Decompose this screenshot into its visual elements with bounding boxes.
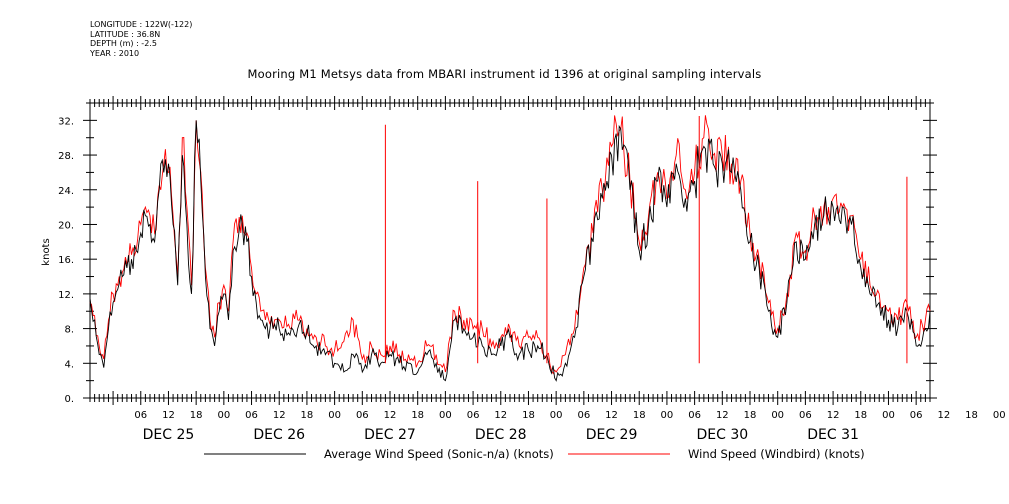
x-day-label: DEC 31 <box>807 427 859 443</box>
meta-year: YEAR : 2010 <box>90 48 140 58</box>
meta-depth: DEPTH (m) : -2.5 <box>90 39 157 48</box>
y-axis-label: knots <box>41 238 52 265</box>
y-tick-label: 8. <box>64 325 74 336</box>
axis-ticks <box>83 96 937 405</box>
axis-labels: 0. 4. 8. 12. 16. 20. 24. 28. 32. 06 12 18 00 06 12 18 00… <box>58 116 1006 443</box>
x-hour-label: 06 <box>910 410 923 421</box>
x-hour-label: 00 <box>439 410 452 421</box>
x-hour-label: 06 <box>356 410 369 421</box>
y-tick-label: 4. <box>64 359 74 370</box>
x-hour-label: 00 <box>328 410 341 421</box>
y-tick-label: 28. <box>58 151 74 162</box>
x-hour-label: 12 <box>384 410 397 421</box>
x-hour-label: 00 <box>217 410 230 421</box>
metadata-block: LONGITUDE : 122W(-122) LATITUDE : 36.8N … <box>90 20 192 58</box>
x-hour-label: 18 <box>301 410 314 421</box>
x-day-label: DEC 28 <box>475 427 527 443</box>
x-hour-label: 18 <box>965 410 978 421</box>
legend-label-average: Average Wind Speed (Sonic-n/a) (knots) <box>324 447 554 461</box>
x-hour-label: 12 <box>827 410 840 421</box>
x-hour-label: 12 <box>162 410 175 421</box>
series-group <box>89 115 931 382</box>
x-hour-label: 12 <box>716 410 729 421</box>
x-hour-label: 06 <box>577 410 590 421</box>
x-hour-label: 12 <box>937 410 950 421</box>
x-hour-label: 18 <box>633 410 646 421</box>
x-hour-label: 18 <box>854 410 867 421</box>
x-day-label: DEC 30 <box>696 427 748 443</box>
x-hour-label: 06 <box>245 410 258 421</box>
x-hour-label: 00 <box>993 410 1006 421</box>
y-tick-label: 20. <box>58 220 74 231</box>
x-day-label: DEC 29 <box>586 427 638 443</box>
x-hour-label: 12 <box>273 410 286 421</box>
x-hour-label: 06 <box>688 410 701 421</box>
y-tick-label: 32. <box>58 116 74 127</box>
x-hour-label: 00 <box>771 410 784 421</box>
meta-latitude: LATITUDE : 36.8N <box>90 29 161 39</box>
x-hour-label: 00 <box>661 410 674 421</box>
series-line-average <box>89 120 931 382</box>
legend: Average Wind Speed (Sonic-n/a) (knots) W… <box>204 447 865 461</box>
x-hour-label: 18 <box>411 410 424 421</box>
x-hour-label: 00 <box>882 410 895 421</box>
x-hour-label: 18 <box>190 410 203 421</box>
y-tick-label: 24. <box>58 186 74 197</box>
x-hour-label: 12 <box>494 410 507 421</box>
x-hour-label: 00 <box>550 410 563 421</box>
y-tick-label: 0. <box>64 394 74 405</box>
meta-longitude: LONGITUDE : 122W(-122) <box>90 20 193 29</box>
y-tick-label: 12. <box>58 290 74 301</box>
x-hour-label: 12 <box>605 410 618 421</box>
chart-title: Mooring M1 Metsys data from MBARI instru… <box>247 67 762 81</box>
x-day-label: DEC 25 <box>143 427 195 443</box>
x-hour-label: 06 <box>467 410 480 421</box>
y-tick-label: 16. <box>58 255 74 266</box>
plot-frame <box>89 102 931 399</box>
x-hour-label: 06 <box>799 410 812 421</box>
x-hour-label: 18 <box>744 410 757 421</box>
x-hour-label: 18 <box>522 410 535 421</box>
x-day-label: DEC 26 <box>253 427 305 443</box>
legend-label-windbird: Wind Speed (Windbird) (knots) <box>688 447 865 461</box>
x-day-label: DEC 27 <box>364 427 416 443</box>
x-hour-label: 06 <box>134 410 147 421</box>
